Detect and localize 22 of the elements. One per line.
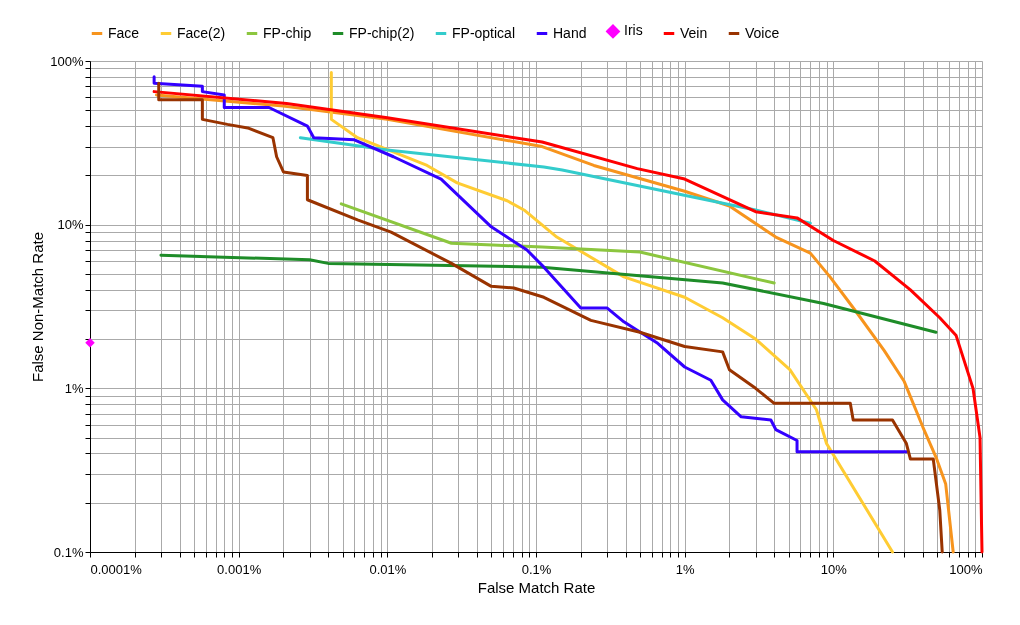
legend-label: Hand: [553, 24, 587, 41]
legend-label: Iris: [624, 22, 643, 39]
legend-label: FP-chip(2): [349, 24, 415, 41]
legend-label: FP-optical: [452, 24, 516, 41]
x-axis-title: False Match Rate: [477, 578, 596, 596]
y-tick-label: 10%: [57, 217, 84, 233]
x-tick-label: 0.01%: [369, 561, 407, 577]
x-tick-label: 1%: [675, 561, 695, 577]
legend-label: FP-chip: [263, 24, 312, 41]
y-tick-label: 100%: [50, 53, 84, 69]
legend-label: Voice: [745, 24, 780, 41]
x-tick-label: 0.001%: [217, 561, 262, 577]
y-axis-title: False Non-Match Rate: [29, 231, 47, 383]
x-tick-label: 0.0001%: [90, 561, 143, 577]
x-tick-label: 0.1%: [521, 561, 552, 577]
y-tick-label: 1%: [64, 380, 84, 396]
legend-label: Face: [108, 24, 140, 41]
y-tick-label: 0.1%: [53, 544, 84, 560]
x-tick-label: 100%: [949, 561, 983, 577]
x-tick-label: 10%: [820, 561, 848, 577]
legend-label: Face(2): [177, 24, 226, 41]
legend-label: Vein: [680, 24, 708, 41]
